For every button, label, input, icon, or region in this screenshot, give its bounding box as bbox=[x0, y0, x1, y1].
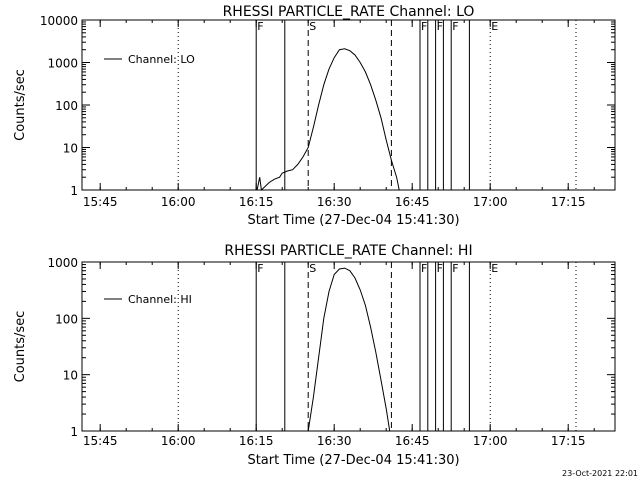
hi-event-marker-label: F bbox=[257, 262, 263, 275]
lo-event-marker-label: F bbox=[257, 20, 263, 33]
lo-event-marker-label: F bbox=[452, 20, 458, 33]
lo-event-marker-label: S bbox=[309, 20, 316, 33]
hi-y-axis-label: Counts/sec bbox=[13, 311, 28, 383]
lo-x-tick-label: 17:15 bbox=[551, 195, 586, 209]
hi-legend-label: Channel: HI bbox=[128, 293, 192, 306]
lo-x-tick-label: 16:30 bbox=[317, 195, 352, 209]
hi-x-tick-label: 17:00 bbox=[473, 434, 508, 448]
hi-event-marker-label: E bbox=[491, 262, 498, 275]
lo-x-tick-label: 15:45 bbox=[83, 195, 118, 209]
lo-x-tick-label: 16:45 bbox=[395, 195, 430, 209]
hi-y-tick-label: 1000 bbox=[47, 256, 78, 270]
lo-x-tick-label: 16:15 bbox=[239, 195, 274, 209]
hi-x-tick-label: 15:45 bbox=[83, 434, 118, 448]
lo-event-marker-label: E bbox=[491, 20, 498, 33]
hi-x-tick-label: 17:15 bbox=[551, 434, 586, 448]
hi-event-marker-label: F bbox=[421, 262, 427, 275]
lo-x-axis-label: Start Time (27-Dec-04 15:41:30) bbox=[247, 213, 459, 228]
hi-chart-title: RHESSI PARTICLE_RATE Channel: HI bbox=[224, 243, 472, 259]
hi-y-tick-label: 100 bbox=[55, 312, 78, 326]
lo-y-tick-label: 100 bbox=[55, 99, 78, 113]
lo-y-tick-label: 10000 bbox=[40, 14, 78, 28]
hi-x-tick-label: 16:30 bbox=[317, 434, 352, 448]
hi-plot-frame bbox=[81, 261, 616, 432]
hi-event-marker-label: F bbox=[437, 262, 443, 275]
lo-event-marker-label: F bbox=[421, 20, 427, 33]
lo-y-tick-label: 1000 bbox=[47, 57, 78, 71]
lo-chart-title: RHESSI PARTICLE_RATE Channel: LO bbox=[223, 4, 475, 20]
hi-x-axis-label: Start Time (27-Dec-04 15:41:30) bbox=[247, 453, 459, 468]
hi-y-tick-label: 1 bbox=[70, 425, 78, 439]
hi-event-marker-label: S bbox=[309, 262, 316, 275]
hi-x-tick-label: 16:15 bbox=[239, 434, 274, 448]
hi-series-line bbox=[307, 267, 391, 432]
lo-y-tick-label: 1 bbox=[70, 184, 78, 198]
lo-plot-frame bbox=[81, 19, 616, 191]
hi-x-tick-label: 16:00 bbox=[161, 434, 196, 448]
hi-x-tick-label: 16:45 bbox=[395, 434, 430, 448]
lo-event-marker-label: F bbox=[437, 20, 443, 33]
footer-timestamp: 23-Oct-2021 22:01 bbox=[562, 469, 638, 478]
lo-series-line bbox=[256, 48, 400, 192]
hi-y-tick-label: 10 bbox=[63, 369, 78, 383]
lo-y-axis-label: Counts/sec bbox=[13, 69, 28, 141]
lo-panel: RHESSI PARTICLE_RATE Channel: LO 15:45 16:… bbox=[13, 4, 616, 228]
lo-y-tick-label: 10 bbox=[63, 142, 78, 156]
lo-x-tick-label: 17:00 bbox=[473, 195, 508, 209]
lo-legend-label: Channel: LO bbox=[128, 53, 195, 66]
lo-x-tick-label: 16:00 bbox=[161, 195, 196, 209]
hi-panel: RHESSI PARTICLE_RATE Channel: HI 15:45 16:… bbox=[13, 243, 616, 468]
hi-event-marker-label: F bbox=[452, 262, 458, 275]
